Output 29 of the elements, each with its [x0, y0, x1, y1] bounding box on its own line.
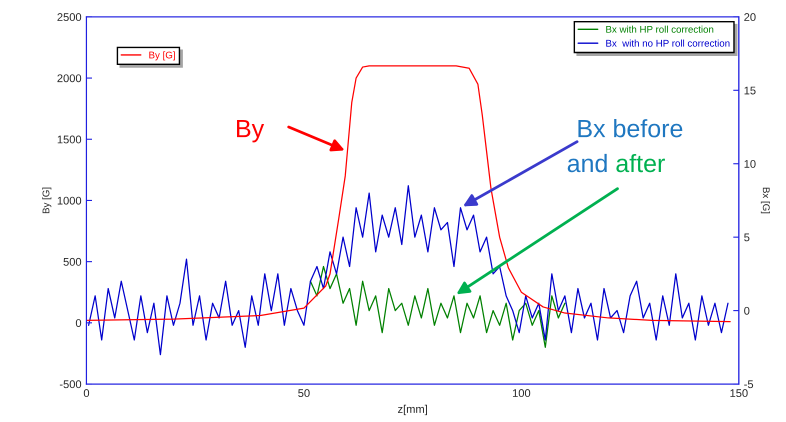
- y-tick-label: 0: [76, 319, 82, 327]
- y-tick-label: 1000: [58, 196, 82, 205]
- annotation: and after: [568, 154, 665, 172]
- legend-label: Bx with no HP roll correction: [606, 40, 730, 47]
- y-tick-label: 2500: [57, 13, 82, 22]
- legend-label: By [G]: [149, 51, 175, 60]
- x-tick-label: 50: [298, 389, 310, 398]
- x-axis-title: z[mm]: [398, 404, 427, 416]
- annotation: Bx before: [578, 119, 682, 138]
- annotation: By: [237, 120, 264, 142]
- line-series: [86, 65, 731, 322]
- y2-axis-title: Bx [G]: [760, 188, 770, 214]
- y2-tick-label: 10: [744, 160, 756, 168]
- y2-tick-label: 20: [744, 13, 756, 22]
- x-tick-label: 150: [730, 389, 748, 398]
- y-tick-label: 500: [64, 258, 82, 266]
- x-tick-label: 100: [512, 389, 530, 398]
- y2-tick-label: 5: [744, 234, 750, 242]
- line-series: [88, 185, 729, 356]
- line-series: [310, 266, 566, 348]
- y2-tick-label: 15: [744, 86, 756, 94]
- y2-tick-label: -5: [744, 380, 754, 388]
- legend-label: Bx with HP roll correction: [606, 26, 714, 33]
- y-axis-title: By [G]: [42, 188, 52, 214]
- y-tick-label: 1500: [58, 136, 82, 144]
- y-tick-label: 2000: [57, 74, 82, 82]
- y2-tick-label: 0: [744, 306, 750, 315]
- x-tick-label: 0: [84, 389, 90, 398]
- y-tick-label: -500: [60, 380, 82, 388]
